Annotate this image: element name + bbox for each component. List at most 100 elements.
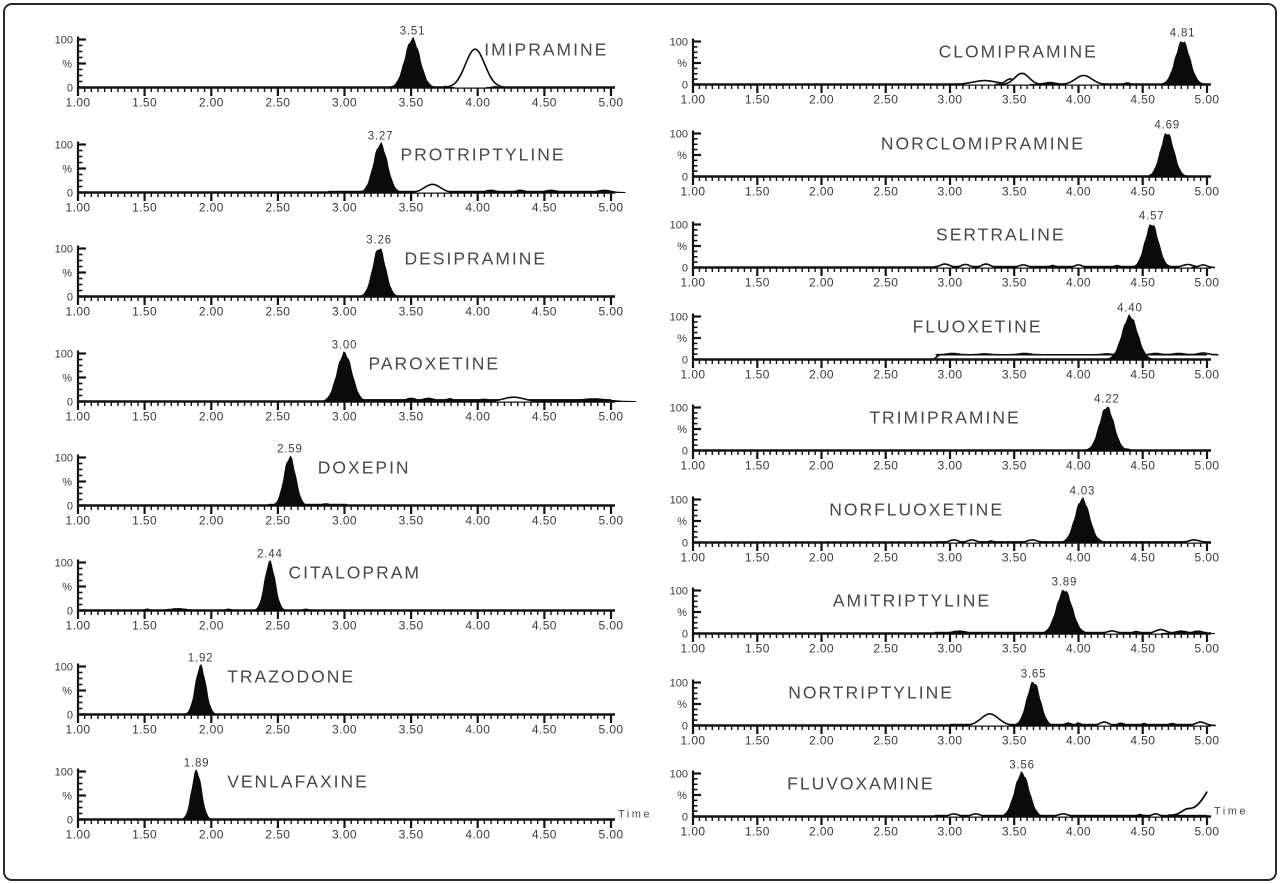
x-tick-label: 5.00 [1195,642,1220,656]
x-tick-label: 2.00 [809,367,834,381]
x-tick-label: 2.00 [199,200,224,214]
y-axis-unit: % [677,58,687,70]
x-tick-label: 1.00 [681,93,706,107]
y-min-label: 0 [682,720,688,732]
compound-label: NORCLOMIPRAMINE [881,133,1085,153]
x-tick-label: 2.50 [873,93,898,107]
x-tick-label: 1.00 [681,550,706,564]
x-tick-label: 1.50 [132,409,157,423]
interference-peak [962,813,990,818]
retention-time-label: 3.26 [366,235,392,247]
x-tick-label: 1.00 [66,96,91,110]
x-tick-label: 3.50 [399,827,424,841]
interference-peak [482,395,546,402]
minor-peak [1106,264,1128,268]
x-tick-label: 3.50 [399,618,424,632]
y-min-label: 0 [67,396,73,408]
x-tick-label: 4.50 [532,827,557,841]
time-axis-label: Time [1214,806,1248,818]
compound-label: IMIPRAMINE [484,40,608,60]
main-peak [253,560,287,611]
minor-peak [1070,721,1087,726]
x-tick-label: 2.50 [873,550,898,564]
x-tick-label: 1.00 [66,200,91,214]
y-min-label: 0 [682,446,688,458]
x-tick-label: 3.50 [1002,733,1027,747]
x-tick-label: 3.00 [332,305,357,319]
x-tick-label: 1.50 [132,723,157,737]
y-axis-unit: % [677,699,687,711]
x-tick-label: 2.50 [873,733,898,747]
x-tick-label: 5.00 [1195,550,1220,564]
y-axis-unit: % [62,686,72,698]
interference-peak [999,72,1045,86]
x-tick-label: 1.50 [745,733,770,747]
x-tick-label: 1.00 [681,276,706,290]
x-tick-label: 1.00 [66,827,91,841]
y-max-label: 100 [670,403,688,415]
x-tick-label: 3.00 [938,367,963,381]
x-tick-label: 1.00 [681,184,706,198]
interference-peak [1096,630,1128,635]
minor-peak [1117,82,1138,85]
minor-peak [1110,722,1132,726]
chromatogram-plot: 1.00 1.50 2.00 2.50 3.00 3.50 4.00 4.50 5.00 100%… [55,130,626,214]
x-tick-label: 4.50 [1130,93,1155,107]
y-min-label: 0 [682,812,688,824]
interference-peak [1047,813,1079,818]
minor-peak [315,503,337,506]
interference-peak [1057,74,1110,86]
retention-time-label: 4.03 [1070,485,1096,497]
x-tick-label: 3.00 [938,825,963,839]
x-tick-label: 2.00 [199,827,224,841]
retention-time-label: 4.57 [1139,211,1165,223]
x-tick-label: 4.00 [1066,733,1091,747]
interference-peak [1009,264,1037,269]
retention-time-label: 3.00 [332,339,358,351]
retention-time-label: 1.92 [188,653,214,665]
chromatogram-panel-doxepin: 1.00 1.50 2.00 2.50 3.00 3.50 4.00 4.50 5.00 100%… [48,426,660,531]
chromatogram-plot: 1.00 1.50 2.00 2.50 3.00 3.50 4.00 4.50 5.00 100%… [670,394,1219,473]
x-tick-label: 4.50 [1130,184,1155,198]
main-peak [1059,496,1105,543]
x-tick-label: 5.00 [1195,93,1220,107]
x-tick-label: 2.00 [809,733,834,747]
end-rise-trace [1168,791,1208,817]
compound-label: SERTRALINE [936,225,1066,245]
x-tick-label: 3.50 [399,305,424,319]
x-tick-label: 5.00 [599,723,624,737]
x-tick-label: 4.00 [1066,550,1091,564]
chromatogram-panel-desipramine: 1.00 1.50 2.00 2.50 3.00 3.50 4.00 4.50 5.00 100%… [48,217,660,322]
chromatogram-panel-citalopram: 1.00 1.50 2.00 2.50 3.00 3.50 4.00 4.50 5.00 100%… [48,531,660,636]
baseline-noise [937,175,1150,176]
x-tick-label: 1.50 [745,93,770,107]
x-tick-label: 3.00 [938,642,963,656]
x-tick-label: 2.00 [199,514,224,528]
interference-peak [1191,264,1215,269]
y-max-label: 100 [55,244,73,256]
x-tick-label: 3.50 [1002,367,1027,381]
chromatogram-plot: 1.00 1.50 2.00 2.50 3.00 3.50 4.00 4.50 5.00 100%… [55,235,623,319]
y-max-label: 100 [670,494,688,506]
interference-peak [972,263,1000,269]
y-max-label: 100 [55,35,73,47]
y-max-label: 100 [670,769,688,781]
minor-peak [935,630,983,634]
x-tick-label: 2.50 [873,825,898,839]
y-max-label: 100 [55,662,73,674]
y-axis-unit: % [62,372,72,384]
chromatogram-column-left: 1.00 1.50 2.00 2.50 3.00 3.50 4.00 4.50 5.00 100%… [48,8,660,844]
y-max-label: 100 [55,557,73,569]
minor-peak [551,397,636,402]
x-tick-label: 2.50 [265,409,290,423]
compound-label: CITALOPRAM [289,562,421,582]
minor-peak [1169,173,1191,177]
retention-time-label: 3.27 [368,130,394,142]
chromatogram-plot: 1.00 1.50 2.00 2.50 3.00 3.50 4.00 4.50 5.00 100%… [55,339,636,423]
chromatogram-plot: 1.00 1.50 2.00 2.50 3.00 3.50 4.00 4.50 5.00 100%… [670,485,1220,564]
x-tick-label: 2.50 [265,723,290,737]
x-tick-label: 2.00 [809,276,834,290]
minor-peak [149,607,206,611]
y-axis-unit: % [677,150,687,162]
